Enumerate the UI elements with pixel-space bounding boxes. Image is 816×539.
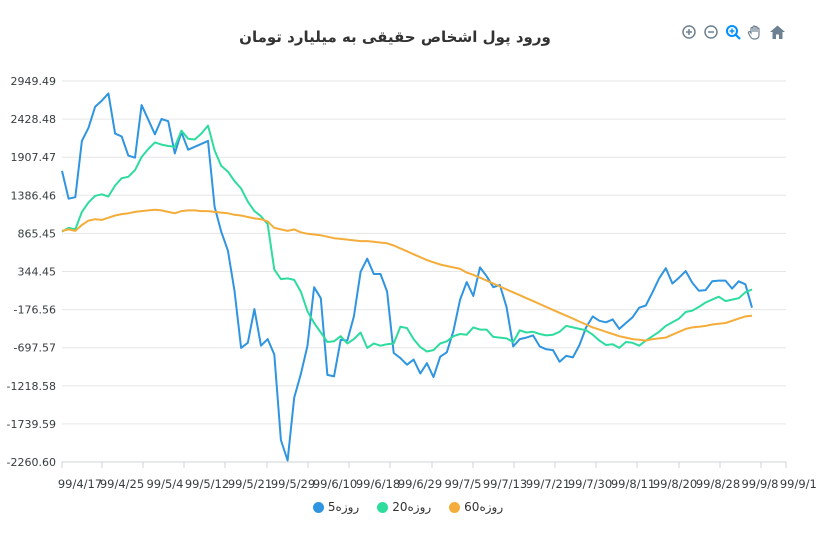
x-tick-label: 99/7/21 <box>526 477 570 491</box>
legend-item-5day[interactable]: روزه5 <box>312 500 360 514</box>
x-tick-label: 99/9/16 <box>780 477 816 491</box>
x-tick-label: 99/7/30 <box>568 477 612 491</box>
x-tick-label: 99/5/29 <box>271 477 315 491</box>
zoom-selection-icon[interactable] <box>724 23 742 41</box>
y-tick-label: 344.45 <box>18 266 57 279</box>
legend-label-20day: روزه20 <box>392 500 432 514</box>
x-tick-label: 99/8/20 <box>653 477 697 491</box>
y-tick-label: -697.57 <box>14 342 56 355</box>
legend-label-60day: روزه60 <box>464 500 504 514</box>
chart-title: ورود پول اشخاص حقیقی به میلیارد تومان <box>239 28 551 46</box>
x-tick-label: 99/9/8 <box>741 477 778 491</box>
y-axis-ticks: 2949.49 2428.48 1907.47 1386.46 865.45 344.45… <box>7 75 56 469</box>
legend: روزه5 روزه20 روزه60 <box>0 500 816 514</box>
chart-toolbar <box>680 23 786 41</box>
y-tick-label: -2260.60 <box>7 456 56 469</box>
x-tick-label: 99/5/4 <box>146 477 183 491</box>
y-tick-label: -176.56 <box>14 304 56 317</box>
zoom-in-icon[interactable] <box>680 23 698 41</box>
legend-marker-5day <box>312 501 324 513</box>
x-tick-label: 99/8/28 <box>696 477 740 491</box>
grid-lines <box>62 80 786 463</box>
y-tick-label: 2428.48 <box>11 113 57 126</box>
x-tick-label: 99/4/25 <box>100 477 144 491</box>
legend-marker-20day <box>377 501 389 513</box>
reset-home-icon[interactable] <box>768 23 786 41</box>
y-tick-label: -1739.59 <box>7 418 56 431</box>
x-tick-label: 99/6/10 <box>313 477 357 491</box>
zoom-out-icon[interactable] <box>702 23 720 41</box>
y-tick-label: -1218.58 <box>7 380 56 393</box>
x-tick-label: 99/8/11 <box>611 477 655 491</box>
line-chart: 2949.49 2428.48 1907.47 1386.46 865.45 344.45… <box>7 75 816 491</box>
series-line-60day <box>61 208 753 342</box>
series-line-5day <box>61 92 753 462</box>
pan-hand-icon[interactable] <box>746 23 764 41</box>
y-tick-label: 1386.46 <box>11 189 57 202</box>
legend-item-60day[interactable]: روزه60 <box>449 500 503 514</box>
series-lines <box>61 92 753 462</box>
y-tick-label: 1907.47 <box>11 151 57 164</box>
x-tick-label: 99/6/18 <box>356 477 400 491</box>
x-tick-label: 99/7/13 <box>483 477 527 491</box>
x-tick-label: 99/5/21 <box>228 477 272 491</box>
legend-marker-60day <box>449 501 461 513</box>
x-tick-label: 99/6/29 <box>398 477 442 491</box>
series-line-20day <box>61 124 753 353</box>
legend-item-20day[interactable]: روزه20 <box>377 500 431 514</box>
legend-label-5day: روزه5 <box>327 500 360 514</box>
x-tick-label: 99/7/5 <box>444 477 481 491</box>
x-tick-label: 99/4/17 <box>58 477 102 491</box>
x-tick-label: 99/5/12 <box>185 477 229 491</box>
y-tick-label: 2949.49 <box>11 75 57 88</box>
y-tick-label: 865.45 <box>18 227 57 240</box>
